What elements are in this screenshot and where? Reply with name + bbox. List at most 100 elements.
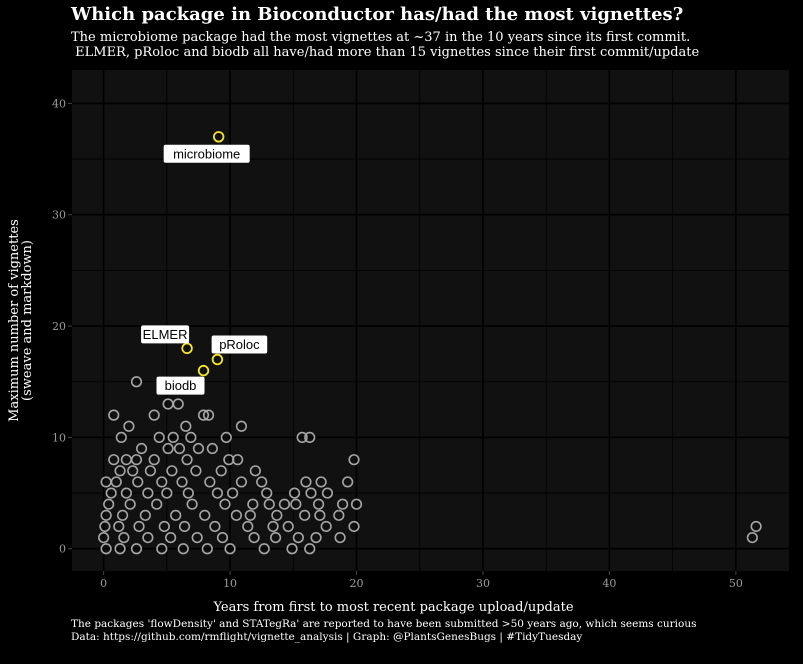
- data-point: [288, 487, 301, 499]
- data-point: [204, 476, 216, 488]
- data-point: [206, 442, 218, 455]
- data-point: [201, 543, 213, 555]
- y-tick-label: 0: [59, 543, 66, 556]
- data-point: [315, 476, 327, 488]
- y-tick-label: 30: [52, 209, 66, 222]
- chart-title: Which package in Bioconductor has/had th…: [71, 4, 684, 25]
- highlighted-point-biodb: [197, 364, 210, 377]
- data-point: [135, 442, 148, 455]
- y-tick-label: 20: [52, 320, 66, 333]
- y-axis-title-line: (sweave and markdown): [20, 240, 35, 401]
- data-point: [350, 498, 363, 510]
- y-axis-title: Maximum number of vignettes(sweave and m…: [7, 219, 35, 422]
- data-point: [224, 543, 236, 555]
- label-box-elmer: [141, 325, 190, 344]
- data-point: [286, 543, 298, 555]
- data-point: [191, 531, 203, 544]
- data-point: [165, 531, 177, 544]
- data-point: [197, 409, 210, 421]
- caption-line-1: The packages 'flowDensity' and STATegRa'…: [71, 618, 697, 630]
- data-point: [333, 509, 345, 521]
- data-point: [116, 509, 129, 521]
- data-point: [300, 476, 312, 488]
- data-point: [139, 509, 151, 521]
- data-point: [314, 509, 326, 521]
- data-point: [114, 543, 126, 555]
- data-point: [348, 520, 360, 533]
- data-point: [142, 531, 154, 544]
- data-point: [320, 520, 332, 533]
- caption-line-2: Data: https://github.com/rmflight/vignet…: [71, 631, 583, 643]
- data-point: [304, 543, 316, 555]
- y-axis-title-line: Maximum number of vignettes: [7, 219, 22, 422]
- data-point: [153, 431, 165, 444]
- point-label-biodb: biodb: [165, 378, 197, 393]
- data-point: [142, 487, 154, 499]
- data-point: [167, 431, 179, 444]
- data-point: [130, 543, 143, 555]
- data-point: [211, 487, 224, 499]
- data-point: [271, 509, 283, 521]
- chart-subtitle: The microbiome package had the most vign…: [71, 30, 699, 60]
- x-tick-label: 0: [100, 577, 107, 590]
- data-point: [216, 531, 229, 544]
- data-point: [247, 498, 259, 510]
- data-point: [342, 476, 354, 488]
- data-point: [133, 520, 145, 533]
- data-point: [190, 465, 202, 477]
- data-point: [248, 531, 260, 544]
- data-point: [176, 476, 188, 488]
- data-point: [124, 498, 136, 510]
- data-point: [180, 420, 192, 432]
- data-point: [337, 498, 349, 510]
- data-point: [305, 487, 317, 499]
- point-label-proloc: pRoloc: [219, 337, 260, 352]
- data-point: [100, 509, 112, 521]
- data-point: [209, 520, 221, 533]
- point-label-elmer: ELMER: [143, 327, 188, 342]
- x-axis-title: Years from first to most recent package …: [212, 600, 573, 615]
- label-box-biodb: [156, 376, 205, 395]
- chart-caption: The packages 'flowDensity' and STATegRa'…: [71, 618, 697, 644]
- data-point: [334, 531, 346, 544]
- data-point: [249, 465, 261, 477]
- data-point: [232, 454, 244, 466]
- data-point: [199, 509, 211, 521]
- data-point: [172, 398, 184, 410]
- data-point: [108, 409, 120, 421]
- data-point: [156, 543, 168, 555]
- data-point: [161, 487, 173, 499]
- data-point: [181, 454, 193, 466]
- label-box-microbiome: [163, 144, 250, 163]
- data-point: [292, 531, 304, 544]
- data-point: [178, 520, 191, 533]
- data-point: [182, 487, 194, 499]
- y-tick-label: 40: [52, 97, 66, 110]
- data-point: [170, 509, 182, 521]
- data-point: [202, 409, 215, 421]
- data-point: [256, 476, 268, 488]
- data-point: [166, 465, 178, 477]
- data-point: [278, 498, 291, 510]
- data-point: [267, 520, 279, 533]
- data-point: [310, 531, 322, 544]
- y-tick-label: 10: [52, 431, 66, 444]
- data-point: [258, 543, 270, 555]
- data-point: [100, 543, 112, 555]
- data-point: [99, 520, 111, 533]
- data-point: [242, 520, 254, 533]
- data-point: [110, 476, 122, 488]
- data-point: [750, 520, 762, 533]
- data-point: [113, 520, 125, 533]
- data-point: [185, 431, 197, 444]
- data-point: [132, 476, 144, 488]
- data-point: [235, 420, 248, 432]
- data-point: [226, 487, 239, 499]
- data-point: [151, 498, 163, 510]
- data-point: [186, 498, 198, 510]
- data-point: [269, 531, 282, 544]
- data-point: [321, 487, 334, 499]
- subtitle-line-1: The microbiome package had the most vign…: [71, 30, 691, 45]
- data-point: [215, 465, 227, 477]
